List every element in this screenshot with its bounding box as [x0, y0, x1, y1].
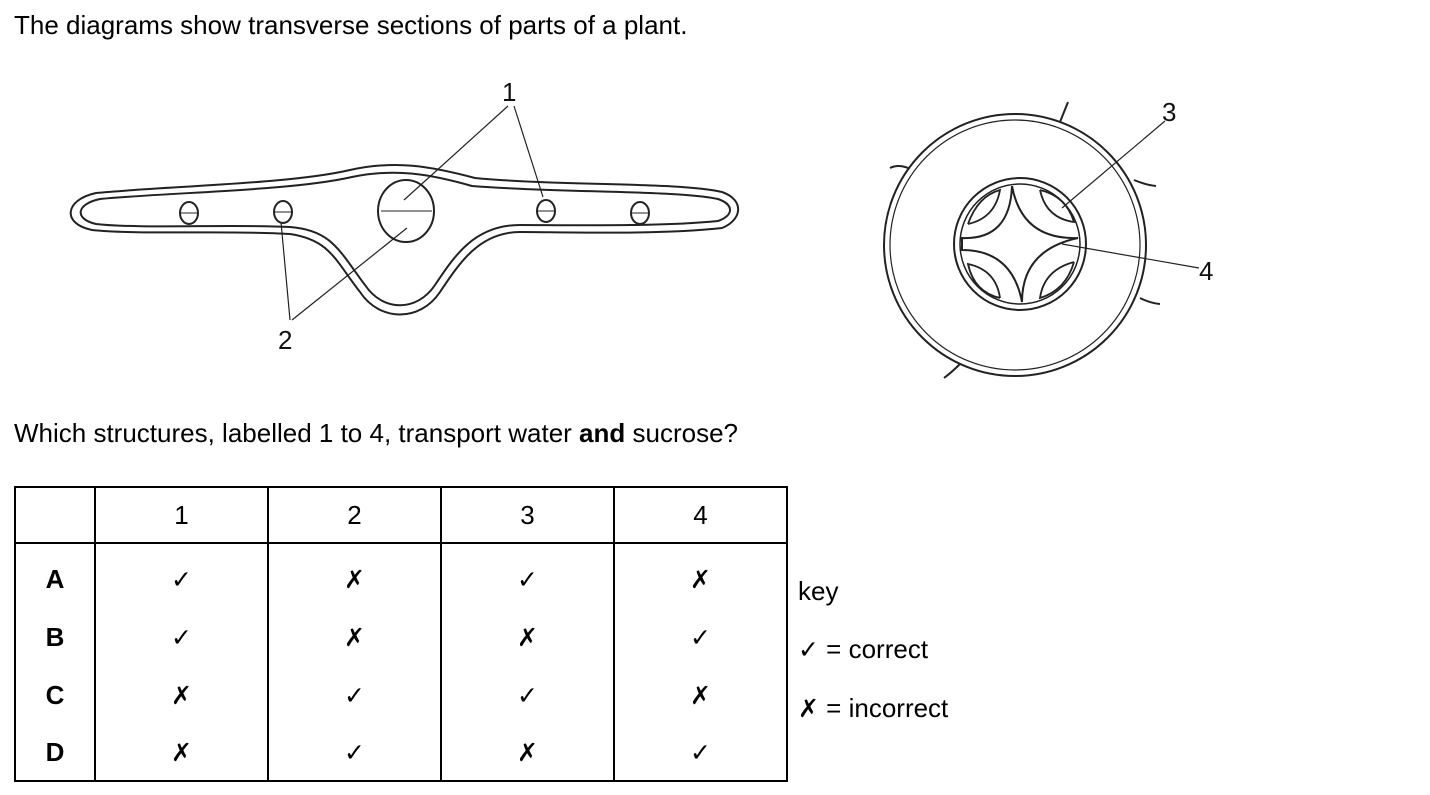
- xylem-star: [961, 185, 1079, 303]
- root-hair-1: [1059, 101, 1069, 123]
- option-letter: C: [14, 666, 96, 724]
- option-row-a[interactable]: A ✓ ✗ ✓ ✗: [14, 543, 788, 608]
- phloem-se: [1038, 261, 1075, 300]
- key-legend: key ✓ = correct ✗ = incorrect: [798, 562, 948, 738]
- key-correct: ✓ = correct: [798, 634, 929, 664]
- small-bundle-2: [273, 200, 293, 224]
- cross-icon: ✗: [798, 694, 819, 723]
- table-header-row: 1 2 3 4: [14, 486, 788, 544]
- option-row-c[interactable]: C ✗ ✓ ✓ ✗: [14, 666, 788, 724]
- leaf-section: [69, 163, 740, 316]
- leaf-outline-outer: [69, 163, 740, 316]
- small-bundle-4: [630, 201, 650, 225]
- table-header-cell: [14, 486, 96, 544]
- root-section: [883, 101, 1161, 379]
- label-4: 4: [1199, 256, 1213, 286]
- phloem-ne: [1039, 189, 1076, 224]
- plant-sections-diagram: 1 2 3 4: [69, 77, 1213, 379]
- option-letter: D: [14, 724, 96, 782]
- stele-inner: [959, 183, 1081, 305]
- root-hair-2: [1133, 179, 1157, 187]
- intro-text: The diagrams show transverse sections of…: [14, 10, 688, 40]
- root-hair-5: [943, 363, 961, 379]
- option-letter: A: [14, 543, 96, 608]
- label-3: 3: [1162, 97, 1176, 127]
- option-row-d[interactable]: D ✗ ✓ ✗ ✓: [14, 724, 788, 782]
- question-text: Which structures, labelled 1 to 4, trans…: [14, 418, 738, 448]
- table-header-cell: 4: [613, 486, 788, 544]
- leader-lines: [280, 105, 1200, 321]
- mark-cell: ✓: [267, 666, 442, 724]
- key-title: key: [798, 576, 839, 606]
- mark-cell: ✗: [613, 543, 788, 608]
- mark-cell: ✗: [267, 543, 442, 608]
- option-row-b[interactable]: B ✓ ✗ ✗ ✓: [14, 608, 788, 666]
- leaf-outline-inner: [79, 171, 731, 307]
- small-bundle-3: [536, 199, 556, 223]
- mark-cell: ✓: [94, 543, 269, 608]
- option-letter: B: [14, 608, 96, 666]
- midrib-vascular-bundle: [377, 179, 435, 243]
- phloem-sw: [966, 262, 1001, 299]
- table-header-cell: 2: [267, 486, 442, 544]
- phloem-nw: [967, 188, 1002, 225]
- mark-cell: ✓: [613, 608, 788, 666]
- root-hair-4: [889, 165, 909, 169]
- table-header-cell: 1: [94, 486, 269, 544]
- table-header-cell: 3: [440, 486, 615, 544]
- key-incorrect: ✗ = incorrect: [798, 693, 949, 723]
- mark-cell: ✗: [440, 724, 615, 782]
- small-bundle-1: [179, 201, 199, 225]
- answer-table: 1 2 3 4 A ✓ ✗ ✓ ✗ B ✓ ✗ ✗ ✓ C ✗ ✓ ✓ ✗ D: [14, 486, 788, 782]
- mark-cell: ✓: [440, 543, 615, 608]
- check-icon: ✓: [798, 635, 819, 664]
- label-1: 1: [502, 77, 516, 107]
- mark-cell: ✓: [267, 724, 442, 782]
- root-outer-circle: [883, 113, 1147, 377]
- stele-outer: [953, 177, 1087, 311]
- root-epidermis-inner: [889, 119, 1141, 371]
- mark-cell: ✗: [440, 608, 615, 666]
- mark-cell: ✗: [94, 724, 269, 782]
- mark-cell: ✗: [613, 666, 788, 724]
- mark-cell: ✓: [94, 608, 269, 666]
- mark-cell: ✗: [267, 608, 442, 666]
- mark-cell: ✗: [94, 666, 269, 724]
- mark-cell: ✓: [440, 666, 615, 724]
- root-hair-3: [1139, 297, 1161, 305]
- question-emphasis: and: [579, 418, 626, 448]
- label-2: 2: [278, 325, 292, 355]
- mark-cell: ✓: [613, 724, 788, 782]
